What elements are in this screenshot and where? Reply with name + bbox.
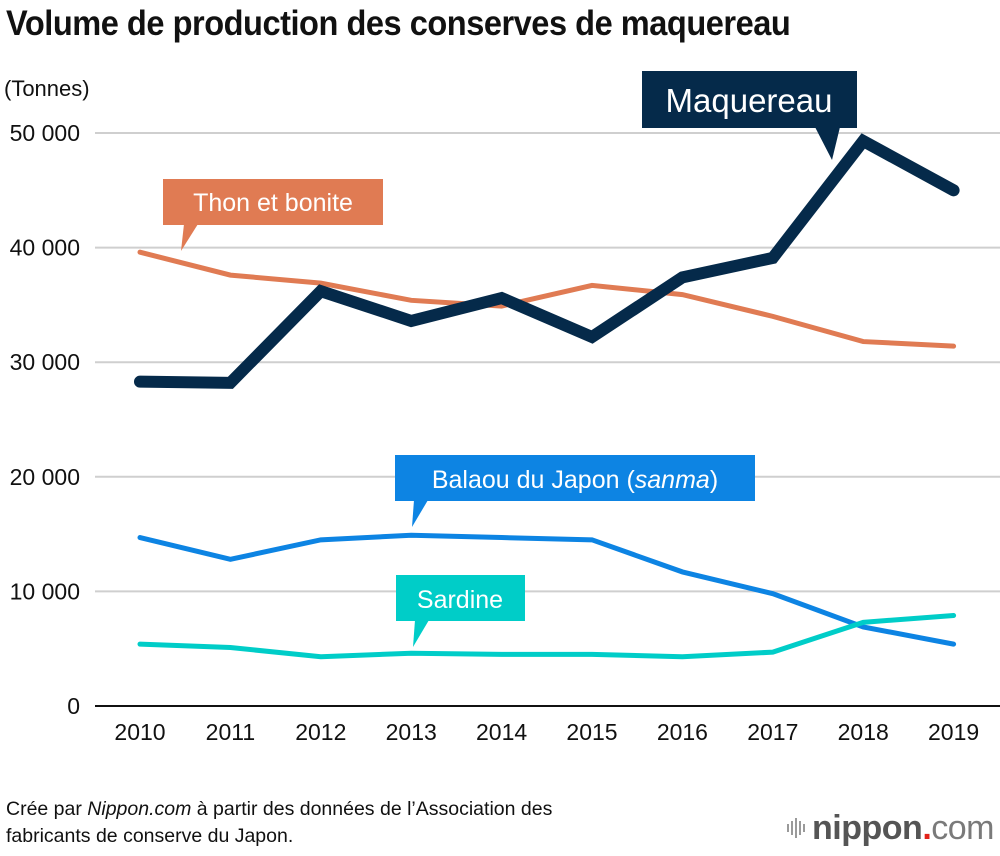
x-tick-label: 2012 <box>295 719 346 745</box>
source-prefix: Crée par <box>6 798 88 820</box>
sound-bars-icon <box>787 818 806 838</box>
callout-maquereau: Maquereau <box>642 71 857 160</box>
callout-label-part: Thon et bonite <box>193 189 353 217</box>
callout-label-part: Maquereau <box>666 82 833 119</box>
callout-box <box>642 71 857 128</box>
series-line-sardine <box>137 612 957 660</box>
callout-label: Maquereau <box>666 82 833 119</box>
x-tick-label: 2018 <box>838 719 889 745</box>
source-brand: Nippon.com <box>87 798 192 820</box>
series-line-thon-et-bonite <box>137 249 957 349</box>
series-maquereau <box>134 133 960 389</box>
callout-label-part: ) <box>710 466 718 494</box>
series-lines <box>134 133 960 660</box>
x-axis-ticks: 2010 2011 2012 2013 2014 2015 2016 2017 2018 2019 <box>114 719 979 745</box>
logo-dot: . <box>922 809 932 847</box>
callout-pointer <box>181 224 198 251</box>
chart-title: Volume de production des conserves de ma… <box>6 4 791 43</box>
callout-box <box>395 455 755 501</box>
x-tick-label: 2011 <box>206 719 255 745</box>
callout-box <box>396 575 525 621</box>
callout-label-part: sanma <box>635 466 710 494</box>
logo-name: nippon <box>812 809 923 847</box>
y-tick-label: 30 000 <box>10 349 80 375</box>
nippon-logo: nippon.com <box>787 811 994 845</box>
series-sardine <box>137 612 957 660</box>
logo-wordmark: nippon.com <box>812 811 994 845</box>
x-tick-label: 2016 <box>657 719 708 745</box>
callout-label: Balaou du Japon (sanma) <box>432 466 718 494</box>
series-callouts: Thon et bonite Maquereau Balaou du Japon (… <box>163 71 857 647</box>
line-chart: 0 10 000 20 000 30 000 40 000 50 000 2010 2011… <box>10 71 1000 745</box>
callout-sardine: Sardine <box>396 575 525 647</box>
x-tick-label: 2019 <box>928 719 979 745</box>
series-line-maquereau <box>134 133 960 389</box>
source-line-2: fabricants de conserve du Japon. <box>6 825 294 847</box>
y-tick-label: 20 000 <box>10 464 80 490</box>
callout-balaou-du-japon-sanma: Balaou du Japon (sanma) <box>395 455 755 527</box>
y-axis-ticks: 0 10 000 20 000 30 000 40 000 50 000 <box>10 120 80 719</box>
series-balaou-du-japon-sanma <box>137 532 957 647</box>
y-tick-label: 40 000 <box>10 235 80 261</box>
y-tick-label: 50 000 <box>10 120 80 146</box>
callout-pointer <box>412 500 428 527</box>
callout-label: Thon et bonite <box>193 189 353 217</box>
callout-pointer <box>815 127 840 160</box>
x-tick-label: 2014 <box>476 719 527 745</box>
callout-pointer <box>413 620 429 647</box>
callout-box <box>163 179 383 225</box>
logo-tld: com <box>931 809 994 847</box>
x-tick-label: 2017 <box>747 719 798 745</box>
callout-label: Sardine <box>417 586 503 614</box>
y-tick-label: 10 000 <box>10 578 80 604</box>
series-line-balaou-du-japon-sanma <box>137 532 957 647</box>
source-suffix: à partir des données de l’Association de… <box>191 798 553 820</box>
callout-label-part: Balaou du Japon ( <box>432 466 636 494</box>
x-tick-label: 2013 <box>386 719 437 745</box>
callout-thon-et-bonite: Thon et bonite <box>163 179 383 251</box>
source-note: Crée par Nippon.com à partir des données… <box>6 796 552 850</box>
x-tick-label: 2015 <box>566 719 617 745</box>
series-thon-et-bonite <box>137 249 957 349</box>
callout-label-part: Sardine <box>417 586 503 614</box>
y-tick-label: 0 <box>67 693 80 719</box>
x-tick-label: 2010 <box>114 719 165 745</box>
y-axis-unit-label: (Tonnes) <box>4 76 90 101</box>
